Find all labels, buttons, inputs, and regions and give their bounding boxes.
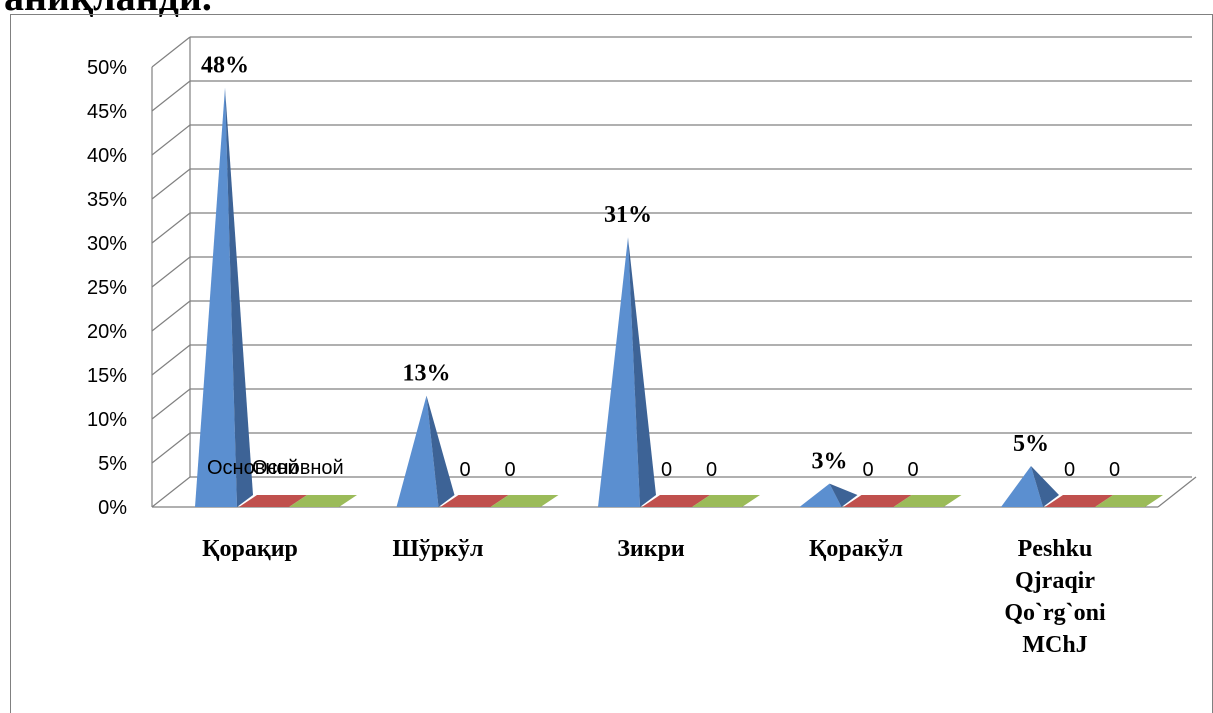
data-label: 0 bbox=[505, 459, 516, 481]
bar-series-3 bbox=[490, 495, 559, 507]
x-tick-label: Qo`rg`oni bbox=[1004, 600, 1106, 626]
bar-pyramid-front bbox=[799, 483, 842, 507]
gridline-side bbox=[151, 476, 191, 508]
data-label: 0 bbox=[863, 459, 874, 481]
bar-pyramid-front bbox=[1001, 466, 1043, 507]
chart-walls bbox=[151, 36, 1197, 508]
y-tick-label: 20% bbox=[87, 321, 127, 343]
gridline-side bbox=[151, 212, 191, 244]
data-label: 0 bbox=[706, 459, 717, 481]
gridline-side bbox=[151, 168, 191, 200]
x-tick-label: MChJ bbox=[1022, 632, 1087, 658]
gridline-side bbox=[151, 256, 191, 288]
bar-series-3 bbox=[692, 495, 760, 507]
data-label: 0 bbox=[908, 459, 919, 481]
data-label: 48% bbox=[201, 53, 249, 79]
bar-series-2 bbox=[1045, 495, 1113, 507]
bar-pyramid-side bbox=[225, 87, 253, 507]
gridline-side bbox=[151, 80, 191, 112]
y-tick-label: 5% bbox=[98, 453, 127, 475]
y-tick-label: 35% bbox=[87, 189, 127, 211]
data-label: 13% bbox=[403, 361, 451, 387]
gridline-side bbox=[151, 432, 191, 464]
y-tick-label: 15% bbox=[87, 365, 127, 387]
bar-series-2 bbox=[440, 495, 509, 507]
gridline-side bbox=[151, 36, 191, 68]
y-tick-label: 50% bbox=[87, 57, 127, 79]
data-label: 3% bbox=[812, 449, 848, 475]
data-label: Основной bbox=[207, 457, 299, 479]
y-axis-ticks: 0% 5% 10% 15% 20% 25% 30% 35% 40% 45% 50% bbox=[87, 57, 127, 519]
x-tick-label: Qjraqir bbox=[1015, 568, 1095, 594]
bar-pyramid-front bbox=[195, 87, 237, 507]
y-tick-label: 40% bbox=[87, 145, 127, 167]
y-tick-label: 30% bbox=[87, 233, 127, 255]
gridline-side bbox=[151, 344, 191, 376]
data-label: 0 bbox=[1109, 459, 1120, 481]
bar-pyramid-front bbox=[598, 237, 640, 507]
y-tick-label: 0% bbox=[98, 497, 127, 519]
bar-pyramid-side bbox=[829, 483, 858, 507]
y-tick-label: 25% bbox=[87, 277, 127, 299]
gridline-side bbox=[151, 300, 191, 332]
data-label: Основной bbox=[252, 457, 344, 479]
bar-series-2 bbox=[843, 495, 912, 507]
data-label: 31% bbox=[604, 202, 652, 228]
bar-series-3 bbox=[893, 495, 962, 507]
data-label: 5% bbox=[1013, 431, 1049, 457]
data-label: 0 bbox=[460, 459, 471, 481]
x-axis-categories: Қорақир Шўркўл Зикри Қоракўл Peshku Qjraqir Qo… bbox=[202, 536, 1106, 658]
chart-bars bbox=[195, 87, 1163, 507]
gridline-side bbox=[151, 124, 191, 156]
x-tick-label: Қоракўл bbox=[809, 536, 903, 562]
bar-pyramid-front bbox=[396, 395, 439, 507]
x-tick-label: Шўркўл bbox=[393, 536, 484, 562]
y-tick-label: 45% bbox=[87, 101, 127, 123]
bar-series-2 bbox=[239, 495, 307, 507]
bar-pyramid-side bbox=[426, 395, 455, 507]
bar-series-3 bbox=[289, 495, 357, 507]
y-tick-label: 10% bbox=[87, 409, 127, 431]
bar-series-2 bbox=[642, 495, 710, 507]
header-fragment: аниқланди. bbox=[4, 0, 212, 19]
floor-right-edge bbox=[1157, 476, 1197, 508]
gridline-side bbox=[151, 388, 191, 420]
data-label: 0 bbox=[661, 459, 672, 481]
bar-pyramid-side bbox=[628, 237, 656, 507]
bar-pyramid-side bbox=[1031, 466, 1059, 507]
bar-series-3 bbox=[1095, 495, 1163, 507]
x-tick-label: Зикри bbox=[617, 536, 685, 562]
data-label: 0 bbox=[1064, 459, 1075, 481]
x-tick-label: Қорақир bbox=[202, 536, 298, 562]
x-tick-label: Peshku bbox=[1018, 536, 1093, 562]
